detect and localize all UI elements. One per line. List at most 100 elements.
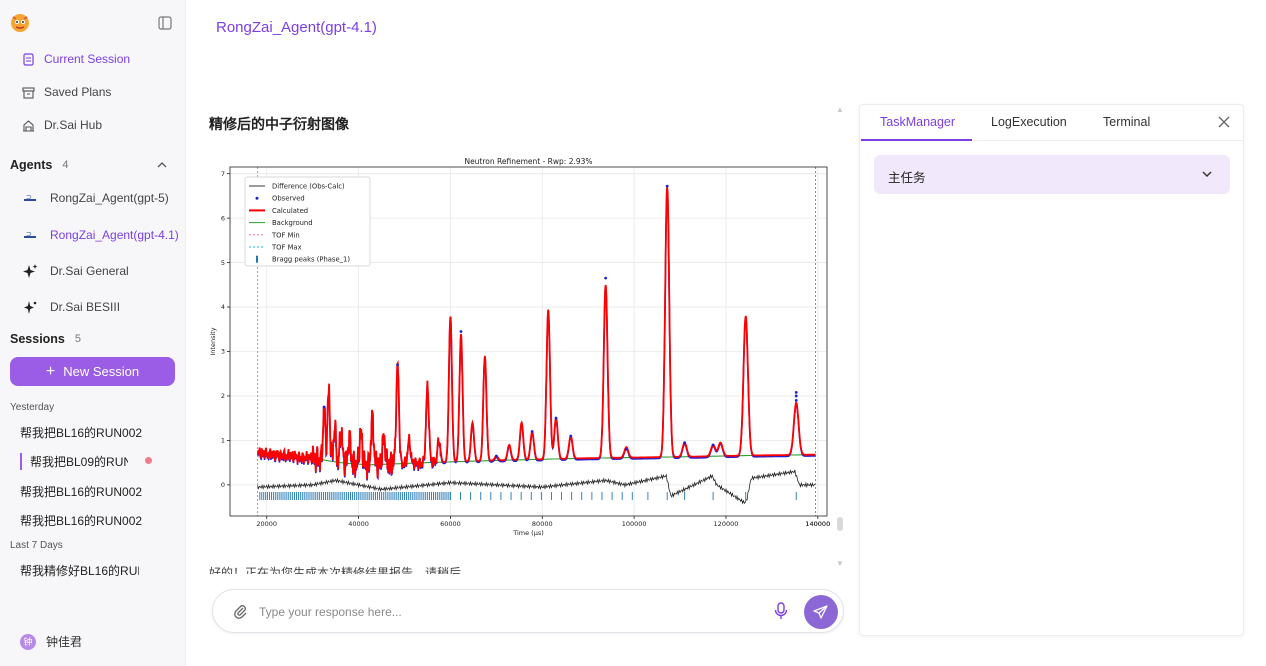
observed-point [530,430,534,433]
tab-task-manager[interactable]: TaskManager [880,115,956,129]
session-item-active[interactable]: 帮我把BL09的RUN [20,453,128,470]
legend-label: Calculated [272,207,308,215]
observed-point [683,441,687,445]
y-axis-label: Intensity [209,327,217,355]
send-button[interactable] [804,595,838,629]
sessions-count: 5 [74,333,82,345]
scrollbar-thumb[interactable] [837,517,843,531]
active-tab-indicator [861,139,972,141]
legend-label: Background [272,219,313,227]
nav-current-session-label: Current Session [44,52,131,66]
send-icon [813,605,828,619]
message-title: 精修后的中子衍射图像 [209,116,349,132]
session-item[interactable]: 帮我把BL16的RUN002 [20,485,143,499]
sparkle-icon [22,299,38,315]
agent-item-drsai-besiii[interactable]: Dr.Sai BESIII [22,299,120,315]
nav-saved-plans-label: Saved Plans [44,85,112,99]
observed-point [604,276,608,280]
y-tick-label: 7 [221,170,225,178]
agent-label: RongZai_Agent(gpt-4.1) [50,228,179,242]
y-tick-label: 0 [221,481,225,489]
scroll-up-icon[interactable]: ▲ [836,105,844,114]
unread-indicator [145,457,152,464]
observed-point [624,447,628,451]
legend-label: TOF Max [271,244,302,252]
observed-point [396,363,400,367]
microphone-icon[interactable] [773,602,789,620]
observed-point [665,184,669,188]
sidebar: Current Session Saved Plans Dr.Sai Hub A… [0,0,186,666]
observed-point [569,434,573,438]
session-item[interactable]: 帮我把BL16的RUN002 [20,426,143,440]
new-session-label: New Session [63,364,140,379]
task-label: 主任务 [888,171,926,185]
sparkle-icon [22,263,38,279]
panel-tabs: TaskManager LogExecution Terminal [860,105,1243,141]
sessions-section-header: Sessions 5 [10,332,81,346]
group-label-last-7-days: Last 7 Days [10,540,63,551]
agent-logo-icon: ⊃ [22,227,38,243]
x-tick-label: 40000 [348,520,369,528]
x-tick-label: 60000 [440,520,461,528]
nav-drsai-hub[interactable]: Dr.Sai Hub [22,118,102,132]
chart-svg: 20000 40000 60000 80000 100000 120000 140000 0 1… [209,157,830,537]
nav-drsai-hub-label: Dr.Sai Hub [44,118,103,132]
legend-marker [255,196,259,200]
app-logo-icon[interactable] [10,13,30,33]
agents-label: Agents [10,158,53,172]
streaming-message-text: 好的！正在为您生成本次精修结果报告，请稍后 [209,566,462,574]
user-profile[interactable]: 钟 钟佳君 [20,633,82,650]
agent-item-rongzai-gpt5[interactable]: ⊃ RongZai_Agent(gpt-5) [22,190,169,206]
agent-item-rongzai-gpt41[interactable]: ⊃ RongZai_Agent(gpt-4.1) [22,227,179,243]
response-input[interactable] [259,600,759,624]
user-name: 钟佳君 [46,635,83,649]
x-tick-label: 100000 [622,520,647,528]
observed-point [554,416,558,420]
tab-log-execution[interactable]: LogExecution [991,115,1067,129]
session-item[interactable]: 帮我把BL16的RUN002 [20,514,143,528]
legend-label: TOF Min [271,231,300,239]
nav-saved-plans[interactable]: Saved Plans [22,85,111,99]
agents-section-header[interactable]: Agents 4 [10,158,69,172]
difference-series [257,469,816,505]
legend-label: Bragg peaks (Phase_1) [272,256,350,264]
sessions-label: Sessions [10,332,65,346]
legend-box [244,176,371,267]
new-session-button[interactable]: + New Session [10,357,175,386]
chevron-up-icon[interactable] [156,159,168,171]
chart-title: Neutron Refinement - Rwp: 2.93% [464,157,592,166]
observed-point [459,330,463,333]
hub-icon [23,119,34,132]
x-tick-label: 140000 [805,520,830,528]
attachment-icon[interactable] [232,603,248,619]
session-item[interactable]: 帮我精修好BL16的RUN [20,564,139,578]
document-icon [23,52,34,66]
main-task-card[interactable]: 主任务 [874,155,1230,194]
plus-icon: + [45,362,56,380]
group-label-yesterday: Yesterday [10,402,55,413]
right-panel: TaskManager LogExecution Terminal 主任务 [859,104,1244,636]
agent-label: RongZai_Agent(gpt-5) [50,191,169,205]
agent-item-drsai-general[interactable]: Dr.Sai General [22,263,129,279]
y-tick-label: 5 [221,259,225,267]
nav-current-session[interactable]: Current Session [22,52,130,66]
scroll-down-icon[interactable]: ▼ [836,559,844,568]
sidebar-collapse-icon[interactable] [158,16,172,30]
x-axis-label: Time (μs) [512,529,544,537]
agent-title: RongZai_Agent(gpt-4.1) [216,19,377,36]
observed-point [322,405,326,409]
agent-logo-icon: ⊃ [22,190,38,206]
svg-text:⊃: ⊃ [26,193,32,201]
plot-frame [229,166,828,517]
chevron-down-icon[interactable] [1201,168,1213,180]
observed-point [794,394,798,398]
x-tick-label: 120000 [714,520,739,528]
y-tick-label: 4 [221,303,225,311]
refinement-chart: 20000 40000 60000 80000 100000 120000 140000 0 1… [201,152,830,544]
y-tick-label: 6 [221,214,225,222]
tab-terminal[interactable]: Terminal [1103,115,1151,129]
calculated-series [256,186,816,480]
x-tick-label: 20000 [256,520,277,528]
agent-label: Dr.Sai General [50,264,129,278]
close-icon[interactable] [1218,116,1230,128]
